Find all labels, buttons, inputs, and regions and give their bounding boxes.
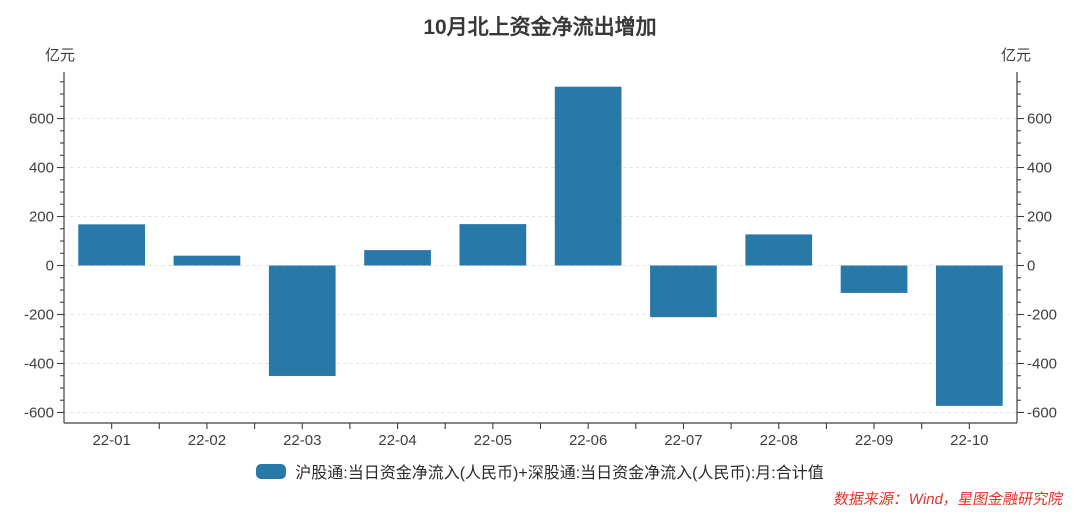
bar-22-03 [268,265,336,376]
bar-22-02 [173,255,241,266]
bar-22-01 [78,224,146,266]
y-tick-label-right: -200 [1027,306,1057,323]
legend-swatch-icon [256,463,287,479]
x-tick-label: 22-01 [92,432,130,449]
bar-22-06 [554,86,622,266]
bar-22-04 [364,250,431,266]
x-tick-label: 22-06 [569,432,607,449]
chart-title: 10月北上资金净流出增加 [423,16,657,39]
y-tick-label-left: -200 [24,306,54,323]
y-axis-unit-right: 亿元 [1001,47,1032,64]
y-tick-label-left: -600 [24,404,54,421]
y-tick-label-left: 400 [29,160,54,177]
bar-22-07 [650,265,717,318]
y-tick-label-left: -400 [24,355,54,372]
y-tick-label-right: -400 [1027,355,1057,372]
x-tick-label: 22-07 [664,432,702,449]
x-tick-label: 22-09 [855,432,893,449]
x-tick-label: 22-05 [474,432,512,449]
y-tick-label-right: 400 [1027,160,1052,177]
bar-22-05 [459,224,527,266]
bar-22-08 [745,234,813,266]
y-tick-label-right: -600 [1027,404,1057,421]
bar-22-09 [840,265,908,293]
legend: 沪股通:当日资金净流入(人民币)+深股通:当日资金净流入(人民币):月:合计值 [0,459,1080,483]
y-tick-label-right: 0 [1027,258,1035,275]
bar-22-10 [935,265,1003,406]
x-tick-label: 22-02 [188,432,226,449]
y-tick-label-left: 200 [29,209,54,226]
x-tick-label: 22-08 [760,432,798,449]
y-axis-unit-left: 亿元 [45,47,76,64]
x-tick-label: 22-04 [378,432,416,449]
x-tick-label: 22-10 [950,432,988,449]
legend-label: 沪股通:当日资金净流入(人民币)+深股通:当日资金净流入(人民币):月:合计值 [295,465,824,482]
source-note: 数据来源：Wind，星图金融研究院 [832,491,1065,508]
y-tick-label-left: 600 [29,111,54,128]
y-tick-label-left: 0 [46,258,54,275]
y-tick-label-right: 600 [1027,111,1052,128]
y-tick-label-right: 200 [1027,209,1052,226]
x-tick-label: 22-03 [283,432,321,449]
